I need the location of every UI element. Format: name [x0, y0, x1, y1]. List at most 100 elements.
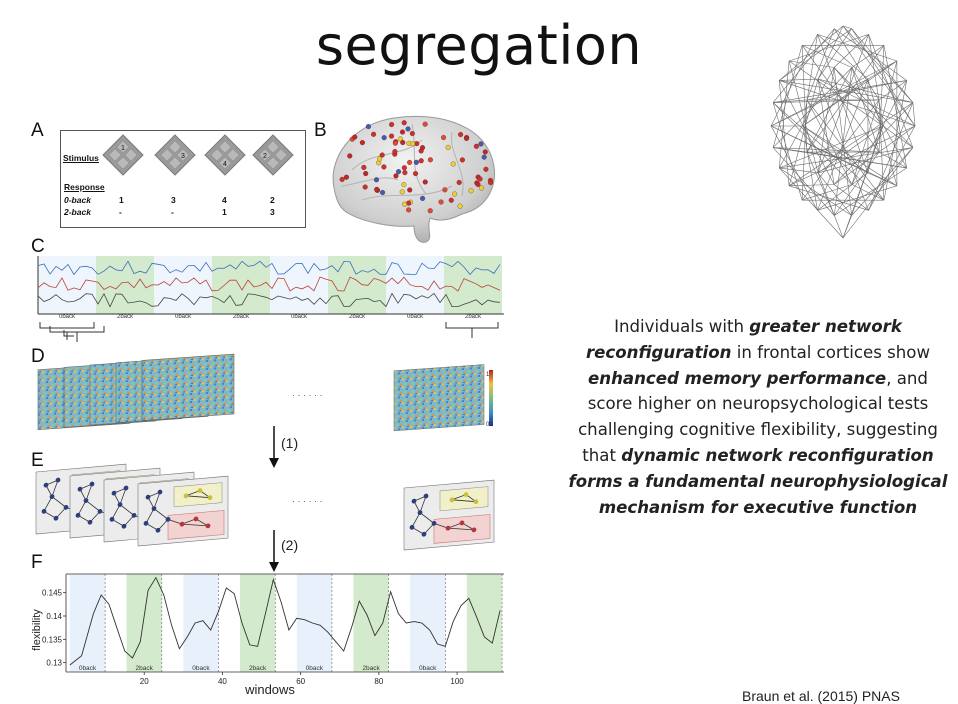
- stimulus-square: [258, 148, 272, 162]
- network-node: [49, 494, 55, 500]
- brain-node: [407, 159, 413, 165]
- panel-a-stimulus-box: Stimulus 1 3 4 2 Response 0-back 2-back 1 3…: [60, 130, 306, 228]
- stimulus-square: [226, 148, 240, 162]
- network-edge: [770, 78, 869, 127]
- x-tick-label: 60: [296, 677, 305, 686]
- y-tick-label: 0.14: [46, 612, 62, 621]
- task-block: [270, 256, 328, 314]
- network-edge: [868, 102, 914, 211]
- network-node: [421, 531, 427, 537]
- network-edge: [779, 78, 819, 81]
- block-label: 2back: [136, 665, 154, 672]
- brain-node: [371, 131, 377, 137]
- response-value: -: [119, 207, 122, 217]
- network-node: [409, 524, 415, 530]
- brain-node: [413, 159, 419, 165]
- network-edge: [806, 28, 835, 101]
- brain-node: [399, 189, 405, 195]
- brain-node: [363, 171, 369, 177]
- brain-node: [478, 185, 485, 191]
- network-edge: [451, 494, 467, 501]
- network-edge: [833, 34, 869, 68]
- brain-node: [401, 182, 407, 188]
- brain-node: [478, 141, 484, 147]
- network-edge: [851, 99, 880, 185]
- network-graph-image: [770, 25, 916, 239]
- panel-letter-b: B: [314, 120, 327, 141]
- block-label: 2back: [233, 314, 250, 320]
- network-node: [145, 494, 151, 500]
- network-edge: [868, 125, 916, 211]
- network-node: [41, 508, 47, 514]
- slide-title: segregation: [315, 14, 643, 77]
- network-edge: [772, 28, 835, 103]
- stimulus-diamond: [252, 134, 294, 176]
- citation: Braun et al. (2015) PNAS: [742, 688, 900, 704]
- network-edge: [851, 45, 885, 68]
- network-edge: [461, 522, 475, 531]
- network-edge: [778, 80, 790, 186]
- network-node: [87, 519, 93, 525]
- brain-node: [362, 184, 368, 190]
- x-axis-label: windows: [244, 682, 295, 697]
- brain-node: [397, 136, 403, 142]
- brain-node: [482, 149, 488, 155]
- network-edge: [153, 508, 169, 520]
- module-yellow: [439, 486, 489, 512]
- network-edge: [833, 67, 884, 127]
- network-node: [111, 490, 117, 496]
- stimulus-number: 3: [181, 153, 185, 160]
- brain-node: [359, 140, 365, 146]
- network-edge: [51, 496, 67, 508]
- network-edge: [802, 34, 818, 127]
- stimulus-square: [168, 140, 182, 154]
- network-node: [411, 498, 417, 504]
- network-edge: [868, 34, 914, 148]
- network-edge: [878, 80, 907, 101]
- summary-emphasis: greater network reconfiguration: [585, 317, 902, 362]
- time-series-trace: [37, 260, 501, 276]
- network-node: [179, 521, 185, 527]
- brain-node: [445, 144, 451, 150]
- stimulus-square: [274, 148, 288, 162]
- network-edge: [778, 67, 835, 169]
- network-edge: [851, 147, 914, 216]
- network-edge: [77, 514, 91, 523]
- network-edge: [419, 512, 435, 524]
- network-node: [151, 506, 157, 512]
- brain-node: [440, 134, 447, 141]
- stimulus-label: Stimulus: [63, 153, 99, 163]
- network-edge: [770, 125, 869, 174]
- network-edge: [195, 518, 209, 527]
- network-node: [155, 527, 161, 533]
- network-node: [197, 488, 203, 493]
- network-edge: [779, 167, 819, 174]
- network-edge: [451, 499, 477, 503]
- summary-text: in frontal cortices show: [731, 342, 931, 362]
- network-edge: [851, 184, 885, 201]
- task-block: [386, 256, 444, 314]
- brain-node: [396, 169, 402, 175]
- network-node: [123, 485, 129, 491]
- panel-c-time-series: 0back 2back 0back 2back 0back 2back 0back 2back: [37, 256, 504, 342]
- module-yellow: [173, 482, 223, 508]
- brain-node: [401, 120, 407, 126]
- response-value: 3: [171, 195, 176, 205]
- network-edge: [851, 28, 914, 103]
- brain-node: [379, 152, 385, 158]
- brain-node: [468, 188, 474, 194]
- network-edge: [779, 28, 852, 81]
- network-edge: [833, 184, 869, 211]
- brain-node: [381, 135, 387, 141]
- network-node: [471, 527, 477, 533]
- network-edge: [868, 34, 884, 127]
- task-block: [444, 256, 502, 314]
- stimulus-square: [160, 148, 174, 162]
- network-edge: [842, 125, 884, 239]
- block-label: 0back: [79, 665, 97, 672]
- network-node: [97, 508, 103, 514]
- brain-node: [389, 133, 395, 139]
- response-value: 4: [222, 195, 227, 205]
- response-value: 1: [222, 207, 227, 217]
- task-block: [96, 256, 154, 314]
